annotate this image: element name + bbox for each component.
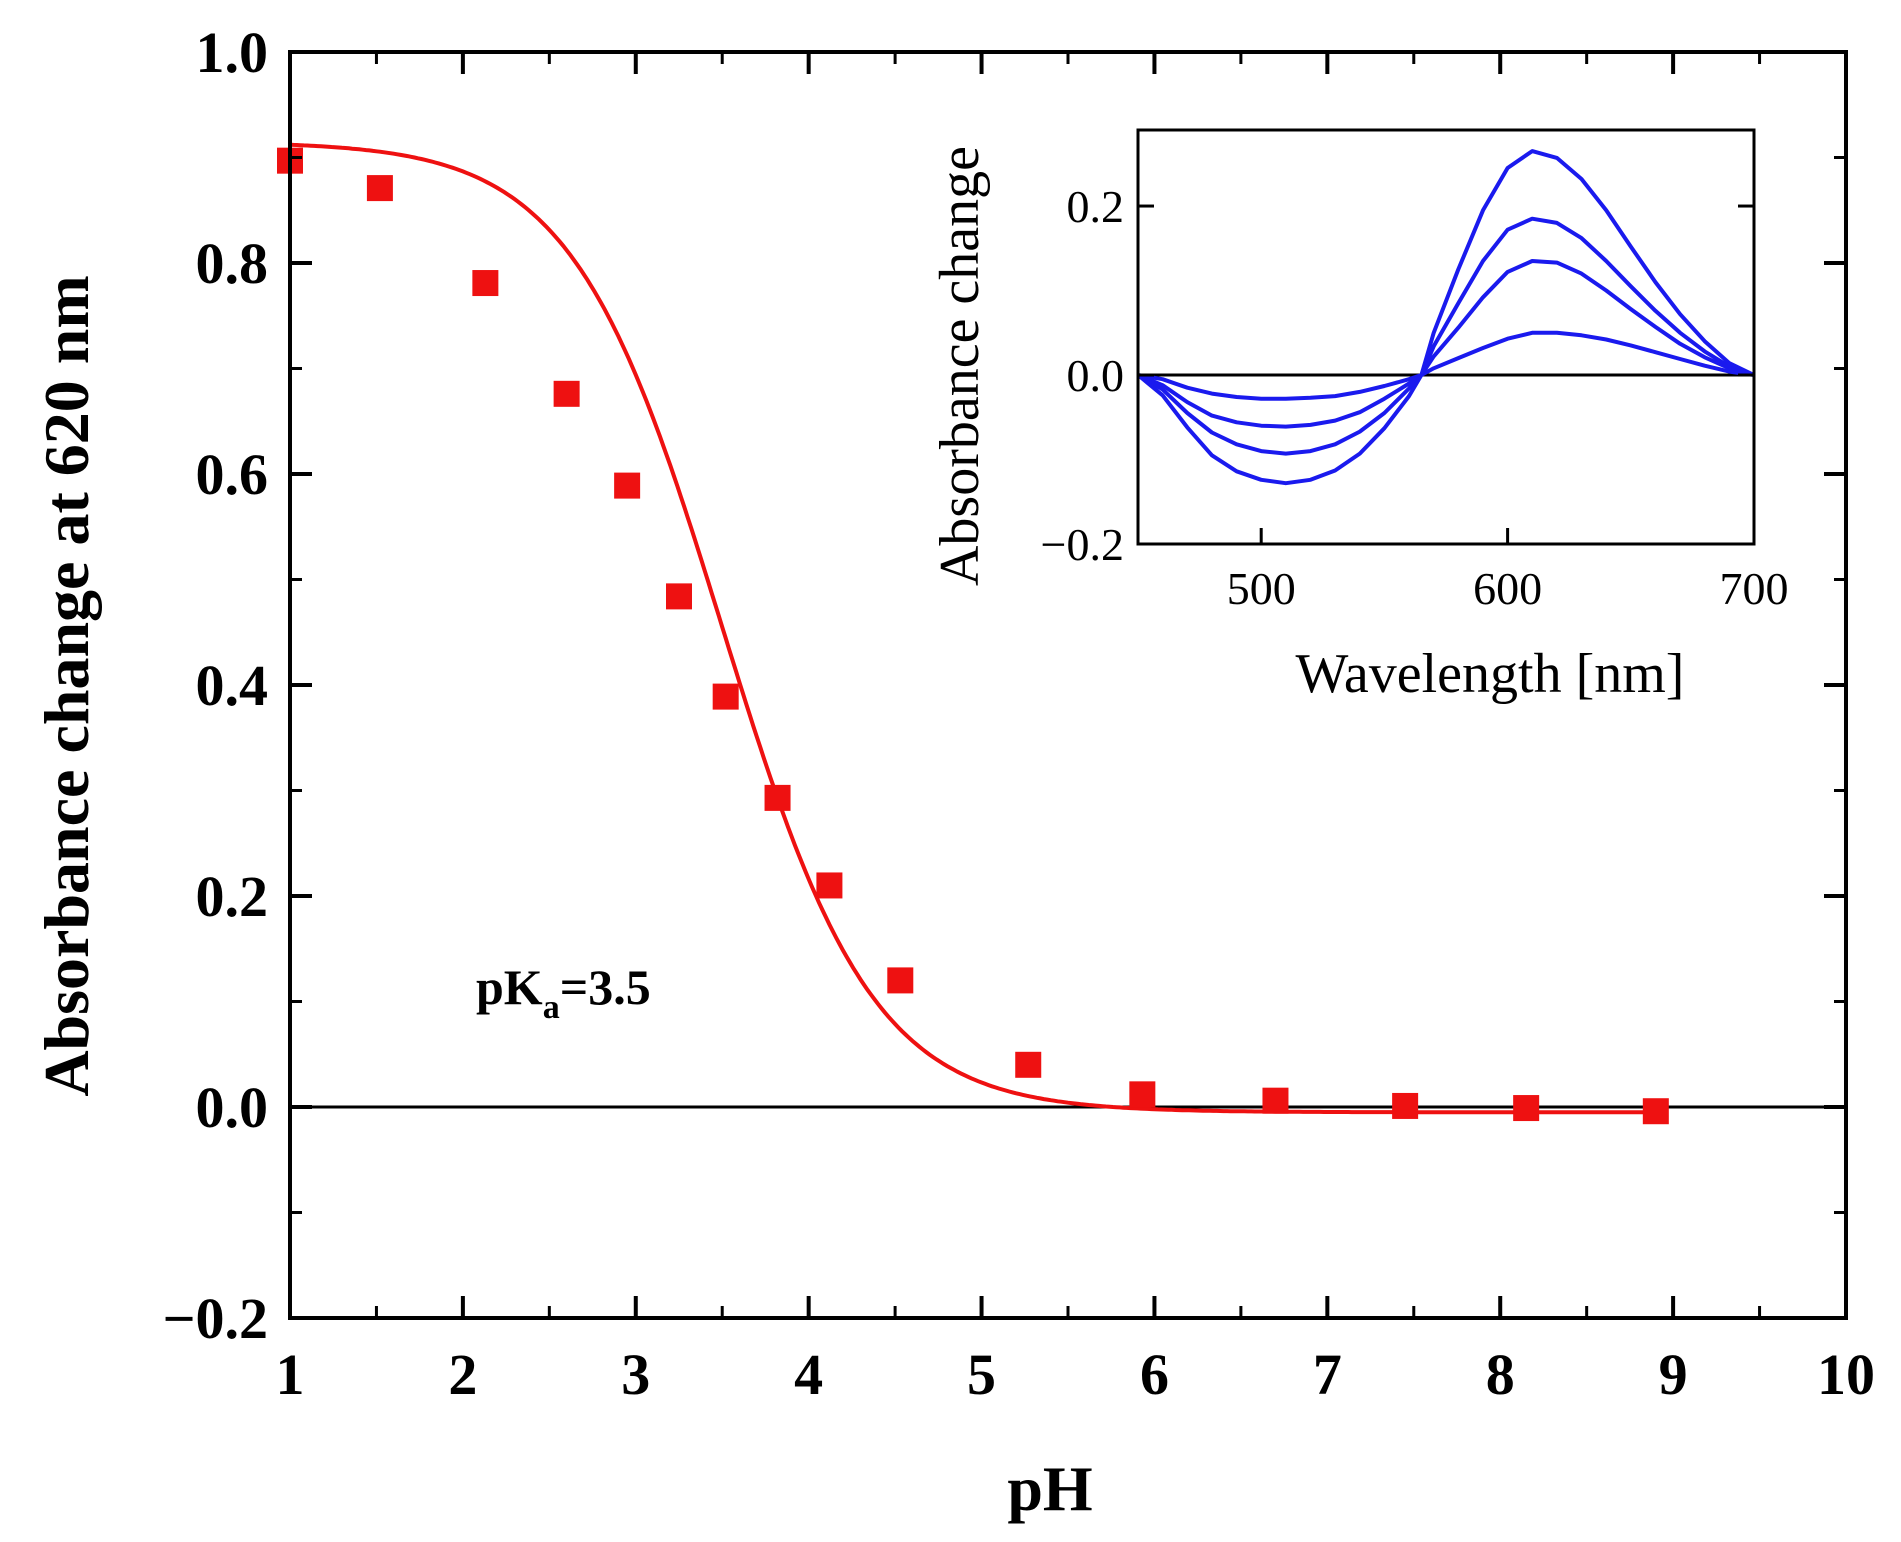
- inset-y-axis-label: Absorbance change: [929, 146, 991, 586]
- main-data-point: [712, 683, 739, 710]
- main-data-point: [887, 967, 914, 994]
- main-data-point: [1642, 1098, 1669, 1125]
- main-data-point: [1513, 1095, 1540, 1122]
- main-x-tick-label: 7: [1313, 1342, 1342, 1407]
- main-y-axis-label: Absorbance change at 620 nm: [31, 275, 102, 1096]
- inset-y-tick-label: 0.0: [1067, 350, 1125, 401]
- main-data-point: [666, 583, 692, 610]
- inset-x-axis-label: Wavelength [nm]: [1296, 643, 1685, 705]
- main-x-tick-label: 2: [448, 1342, 477, 1407]
- main-data-point: [1262, 1087, 1289, 1114]
- inset-y-tick-label: 0.2: [1067, 181, 1125, 232]
- inset-plot-frame: [1136, 128, 1756, 546]
- main-fit-layer: [289, 142, 1656, 1115]
- inset-chart: 500 600 700 −0.2 0.0 0.2 Wavelength [nm] Abs…: [929, 128, 1789, 705]
- pka-annotation: pKa=3.5: [476, 959, 651, 1026]
- inset-y-tick-label: −0.2: [1041, 519, 1124, 570]
- main-x-tick-label: 5: [967, 1342, 996, 1407]
- main-chart: 1 2 3 4 5 6 7 8 9 10 −0.2 0.0 0.2 0.4 0.6 0.8 1.0 pH Ab…: [31, 20, 1875, 1524]
- main-y-tick-label: 1.0: [196, 20, 269, 85]
- main-x-tick-label: 6: [1140, 1342, 1169, 1407]
- main-y-tick-label: 0.6: [196, 442, 269, 507]
- main-x-tick-labels: 1 2 3 4 5 6 7 8 9 10: [276, 1342, 1876, 1407]
- main-x-tick-label: 4: [794, 1342, 823, 1407]
- main-points-layer: [277, 147, 1669, 1125]
- main-data-point: [1015, 1051, 1042, 1078]
- main-y-tick-labels: −0.2 0.0 0.2 0.4 0.6 0.8 1.0: [162, 20, 268, 1351]
- inset-spectrum-2-line: [1137, 259, 1755, 429]
- main-x-axis-label: pH: [1007, 1453, 1092, 1524]
- pka-annotation-subscript: a: [543, 989, 560, 1026]
- inset-spectra-layer: [1136, 149, 1755, 486]
- inset-y-tick-labels: −0.2 0.0 0.2: [1041, 181, 1124, 570]
- inset-x-tick-label: 500: [1227, 563, 1296, 614]
- main-x-tick-label: 1: [276, 1342, 305, 1407]
- main-data-point: [553, 380, 580, 407]
- main-y-tick-label: 0.8: [196, 231, 269, 296]
- inset-spectrum-1-line: [1137, 330, 1755, 401]
- main-data-point: [472, 270, 499, 297]
- main-y-tick-label: 0.4: [196, 653, 269, 718]
- inset-spectrum-3-line: [1136, 216, 1755, 456]
- main-x-tick-label: 10: [1817, 1342, 1875, 1407]
- pka-annotation-prefix: pK: [476, 959, 543, 1015]
- inset-x-tick-label: 700: [1720, 563, 1789, 614]
- inset-spectrum-4-line: [1136, 149, 1755, 486]
- pka-annotation-suffix: =3.5: [560, 959, 651, 1015]
- main-x-tick-label: 9: [1659, 1342, 1688, 1407]
- main-fit-curve: [289, 142, 1656, 1115]
- main-data-point: [1392, 1092, 1419, 1119]
- main-y-tick-label: 0.2: [196, 864, 269, 929]
- main-data-point: [764, 784, 791, 811]
- main-x-tick-label: 8: [1486, 1342, 1515, 1407]
- main-plot-frame: [288, 50, 1848, 1320]
- main-x-tick-label: 3: [621, 1342, 650, 1407]
- inset-x-tick-labels: 500 600 700: [1227, 563, 1789, 614]
- main-data-point: [816, 872, 843, 899]
- inset-x-tick-label: 600: [1473, 563, 1542, 614]
- main-y-tick-label: −0.2: [162, 1286, 268, 1351]
- main-data-point: [366, 175, 393, 202]
- main-data-point: [614, 472, 641, 499]
- main-y-tick-label: 0.0: [196, 1075, 269, 1140]
- main-data-point: [1129, 1081, 1156, 1108]
